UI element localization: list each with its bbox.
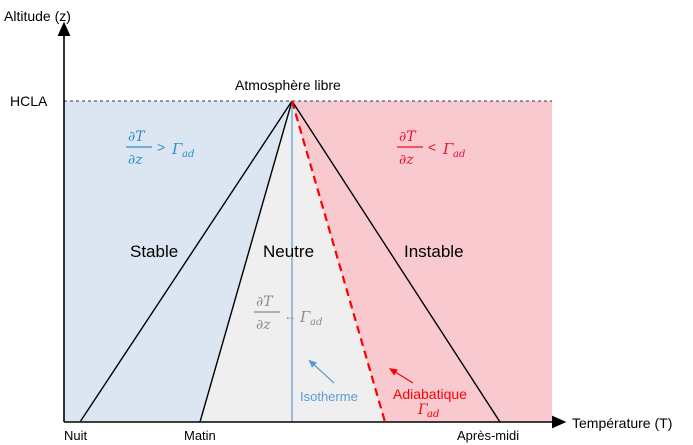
x-axis-label: Température (T) (572, 415, 672, 431)
svg-text:∂z: ∂z (399, 152, 414, 168)
svg-text:Γ: Γ (299, 308, 311, 326)
unstable-relation: < (428, 139, 436, 155)
isotherm-label: Isotherme (300, 389, 358, 404)
tick-label-afternoon: Après-midi (457, 428, 519, 443)
svg-text:∂z: ∂z (128, 152, 143, 168)
svg-text:ad: ad (310, 317, 322, 328)
svg-text:Γ: Γ (171, 140, 183, 158)
adiabatic-label: Adiabatique (393, 386, 467, 402)
y-axis-label: Altitude (z) (4, 8, 71, 24)
adiabatic-gamma: Γ ad (417, 402, 439, 420)
svg-text:ad: ad (427, 409, 439, 420)
tick-label-morning: Matin (184, 428, 216, 443)
stable-formula: ∂T ∂z > Γ ad (126, 129, 194, 168)
stable-relation: > (157, 139, 165, 155)
adiabatic-pointer-arrow (388, 368, 414, 384)
hcla-label: HCLA (10, 93, 48, 109)
svg-text:∂T: ∂T (128, 129, 146, 145)
unstable-label: Instable (404, 242, 464, 261)
svg-text:Γ: Γ (417, 402, 429, 418)
free-atmosphere-label: Atmosphère libre (235, 77, 341, 93)
svg-text:∂z: ∂z (256, 317, 271, 333)
night-profile-line (79, 100, 293, 423)
neutral-formula: ∂T ∂z ↔ Γ ad (254, 294, 322, 333)
tick-label-night: Nuit (64, 428, 88, 443)
isotherm-pointer-arrow (308, 359, 335, 384)
adiabatic-line (290, 100, 387, 423)
neutral-label: Neutre (263, 242, 314, 261)
svg-text:ad: ad (453, 149, 465, 160)
afternoon-profile-line (291, 100, 501, 423)
svg-text:Γ: Γ (442, 140, 454, 158)
neutral-relation: ↔ (284, 309, 296, 323)
svg-text:ad: ad (182, 149, 194, 160)
svg-text:∂T: ∂T (256, 294, 274, 310)
stable-label: Stable (130, 242, 178, 261)
morning-profile-line (199, 100, 293, 423)
svg-text:∂T: ∂T (399, 129, 417, 145)
unstable-formula: ∂T ∂z < Γ ad (397, 129, 465, 168)
